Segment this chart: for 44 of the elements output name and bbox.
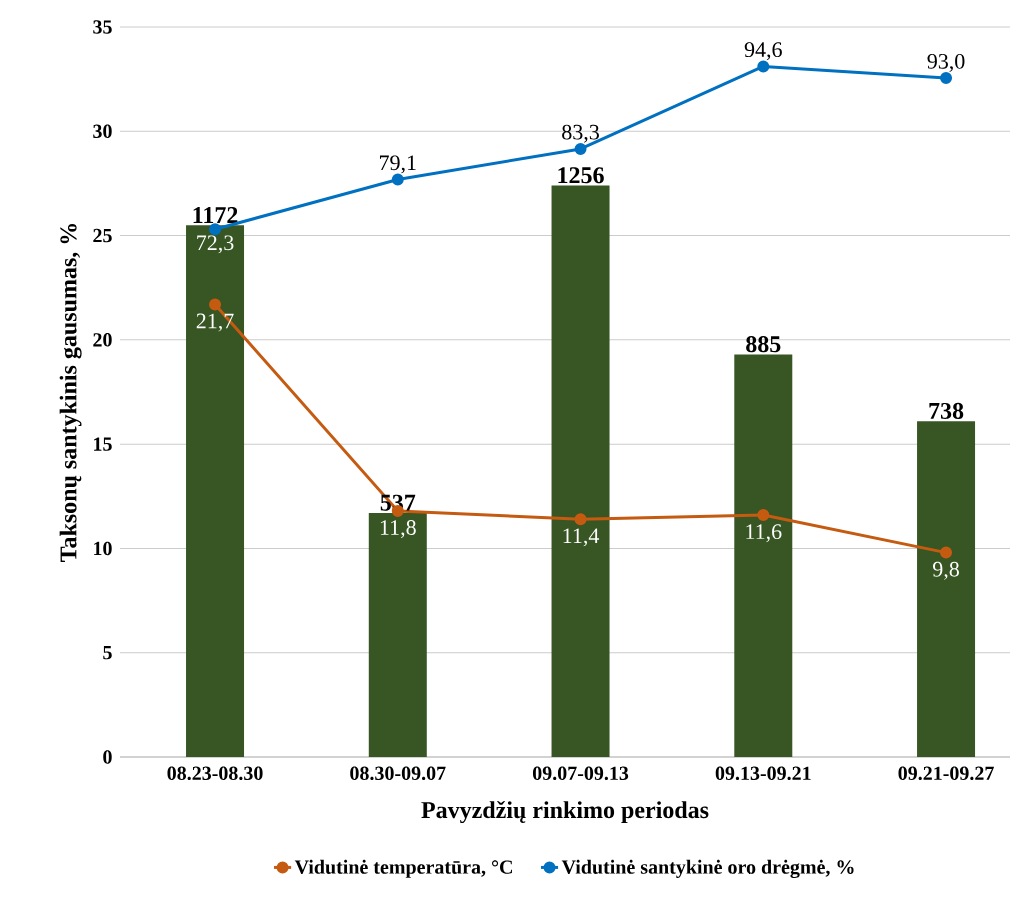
- x-tick-label: 08.30-09.07: [350, 766, 446, 781]
- data-label: 9,8: [933, 561, 959, 580]
- point: [757, 60, 770, 73]
- data-label: 94,6: [744, 42, 782, 61]
- y-tick-label: 5: [103, 646, 112, 660]
- annotation: 738: [929, 402, 964, 419]
- bar: [368, 512, 427, 757]
- point: [391, 173, 404, 186]
- x-tick-label: 09.21-09.27: [898, 766, 994, 781]
- point: [940, 72, 953, 85]
- legend-label: Vidutinė temperatūra, °C: [294, 859, 512, 878]
- point: [757, 509, 770, 522]
- bar: [186, 225, 245, 757]
- data-label: 79,1: [379, 155, 416, 174]
- annotation: 1172: [193, 207, 238, 223]
- data-label: 11,8: [380, 520, 416, 539]
- bar: [551, 185, 610, 757]
- point: [574, 513, 587, 526]
- point: [940, 546, 953, 559]
- data-label: 93,0: [927, 53, 965, 72]
- data-label: 11,4: [563, 528, 600, 547]
- bar: [917, 421, 976, 757]
- bar: [734, 354, 793, 757]
- legend-label: Vidutinė santykinė oro drėgmė, %: [561, 859, 854, 879]
- x-tick-label: 09.07-09.13: [532, 766, 629, 781]
- point: [209, 223, 222, 236]
- y-tick-label: 15: [94, 437, 112, 451]
- data-label: 72,3: [197, 235, 234, 254]
- point: [574, 142, 587, 155]
- point: [209, 298, 222, 311]
- y-tick-label: 0: [103, 750, 112, 764]
- annotation: 1256: [558, 167, 604, 184]
- y-tick-label: 25: [93, 228, 112, 243]
- y-tick-label: 20: [93, 333, 112, 347]
- y-tick-label: 10: [94, 541, 112, 556]
- annotation: 885: [746, 336, 781, 353]
- data-label: 11,6: [746, 524, 782, 543]
- x-tick-label: 08.23-08.30: [167, 766, 263, 781]
- y-tick-label: 30: [93, 124, 112, 139]
- x-tick-label: 09.13-09.21: [715, 766, 811, 781]
- y-tick-label: 35: [93, 20, 112, 34]
- data-label: 83,3: [562, 124, 599, 143]
- y-axis-title: Taksonų santykinis gausumas, %: [59, 223, 82, 562]
- x-axis-title: Pavyzdžių rinkimo periodas: [421, 800, 709, 824]
